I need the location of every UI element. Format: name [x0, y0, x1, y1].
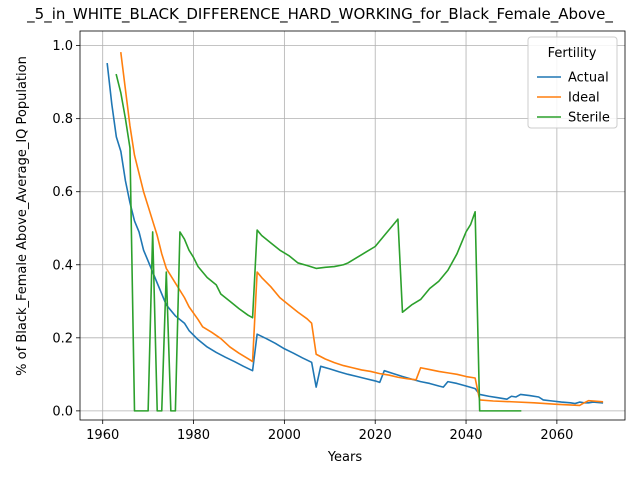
series-line-ideal [119, 52, 604, 407]
y-axis-label: % of Black_Female Above_Average_IQ Popul… [15, 56, 30, 376]
legend-label-ideal: Ideal [568, 91, 600, 106]
legend: Fertility Actual Ideal Sterile [527, 36, 618, 129]
chart-title: _5_in_WHITE_BLACK_DIFFERENCE_HARD_WORKIN… [26, 5, 613, 24]
x-tick-label: 2000 [268, 428, 301, 443]
series-line-sterile [115, 73, 522, 412]
legend-title: Fertility [548, 46, 597, 61]
y-tick-label: 0.4 [52, 258, 73, 273]
legend-label-sterile: Sterile [568, 111, 610, 126]
x-axis-label: Years [327, 450, 363, 465]
x-tick-label: 2020 [359, 428, 392, 443]
x-tick-label: 2060 [540, 428, 573, 443]
axis-ticks: 1960 1980 2000 2020 2040 2060 0.0 0.2 0.4 0.6 0.8 1… [52, 39, 573, 443]
y-tick-label: 0.2 [52, 331, 73, 346]
plot-frame [79, 30, 626, 421]
legend-label-actual: Actual [568, 71, 609, 86]
x-tick-label: 2040 [449, 428, 482, 443]
x-tick-label: 1960 [86, 428, 119, 443]
x-tick-label: 1980 [177, 428, 210, 443]
y-tick-label: 1.0 [52, 39, 73, 54]
y-tick-label: 0.6 [52, 185, 73, 200]
legend-box [527, 36, 618, 129]
y-tick-label: 0.0 [52, 404, 73, 419]
y-tick-label: 0.8 [52, 112, 73, 127]
series-line-actual [106, 62, 604, 405]
legend-entries: Actual Ideal Sterile [537, 71, 610, 126]
series-lines [106, 52, 604, 412]
